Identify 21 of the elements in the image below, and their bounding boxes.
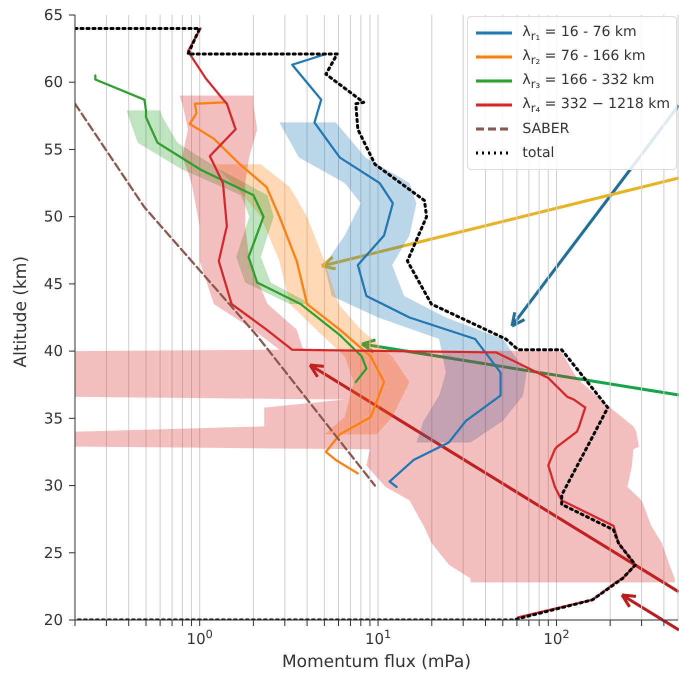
y-tick-label: 60: [44, 73, 63, 92]
y-tick-label: 35: [44, 409, 63, 428]
y-tick-label: 30: [44, 476, 63, 495]
x-tick-label: 10$^{2}$: [543, 628, 570, 648]
legend-label: λ$_{r₃}$ = 166 - 332 km: [522, 72, 654, 90]
y-tick-label: 25: [44, 544, 63, 562]
x-tick-label: 10$^{0}$: [186, 628, 213, 648]
y-tick-label: 65: [44, 6, 63, 24]
legend-label: λ$_{r₂}$ = 76 - 166 km: [522, 48, 646, 66]
legend-label: SABER: [522, 121, 570, 137]
x-axis-title: Momentum flux (mPa): [282, 652, 471, 672]
legend-label: λ$_{r₁}$ = 16 - 76 km: [522, 24, 637, 42]
legend-label: λ$_{r₄}$ = 332 − 1218 km: [522, 96, 670, 114]
y-tick-label: 55: [44, 140, 63, 158]
x-tick-label: 10$^{1}$: [364, 628, 392, 648]
y-tick-label: 20: [44, 611, 63, 629]
y-tick-label: 50: [44, 208, 63, 226]
legend-label: total: [522, 145, 554, 161]
y-tick-label: 45: [44, 274, 63, 293]
y-tick-label: 40: [44, 342, 63, 360]
y-axis-title: Altitude (km): [11, 256, 32, 368]
